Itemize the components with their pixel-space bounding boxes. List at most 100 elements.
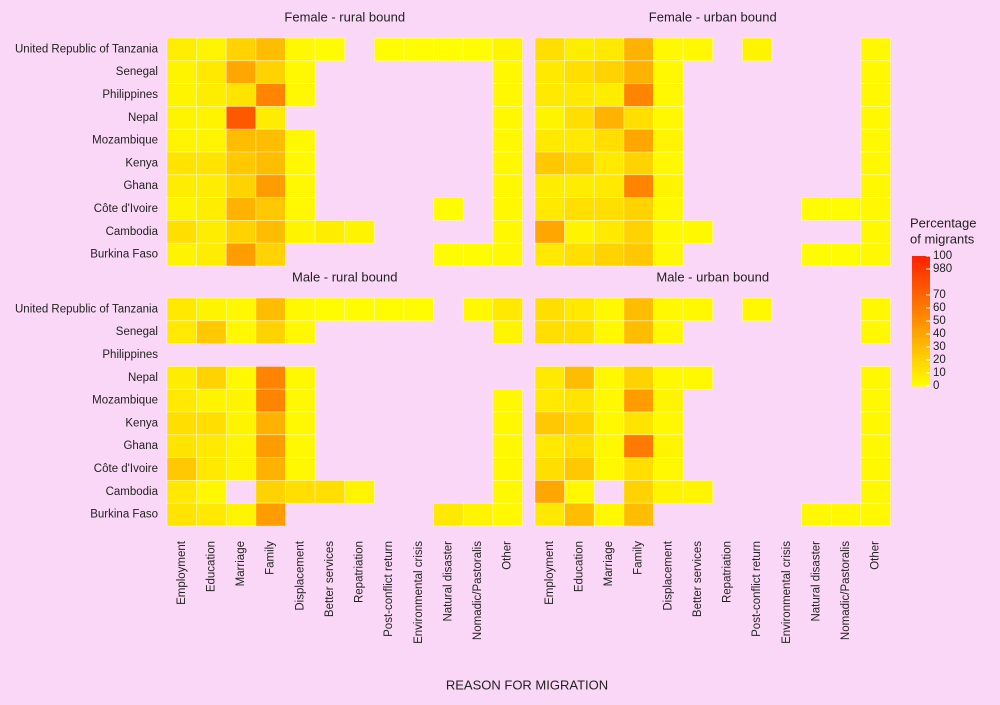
cell: [255, 83, 286, 107]
colorbar-segment: [912, 301, 930, 305]
panel-title: Female - rural bound: [284, 9, 405, 24]
cell: [593, 242, 625, 267]
cell: [285, 151, 316, 176]
cell: [166, 174, 198, 199]
cell: [225, 411, 257, 436]
cell: [860, 457, 891, 481]
x-tick-label: Post-conflict return: [751, 541, 763, 637]
cell: [196, 434, 227, 458]
cell: [860, 434, 891, 458]
cell: [682, 37, 714, 62]
cell: [593, 128, 625, 153]
x-tick-label: Natural disaster: [810, 541, 822, 622]
cell: [653, 151, 684, 176]
y-tick-label: Burkina Faso: [90, 509, 158, 521]
cell: [534, 242, 566, 267]
colorbar-segment: [912, 271, 930, 274]
cell: [196, 320, 227, 344]
cell: [534, 219, 566, 244]
cell: [623, 197, 654, 221]
cell: [196, 60, 227, 84]
cell: [653, 434, 684, 458]
x-tick-label: Better services: [692, 541, 704, 617]
cell: [225, 219, 257, 244]
colorbar-segment: [912, 295, 930, 298]
colorbar-segment: [912, 279, 930, 283]
cell: [285, 320, 316, 344]
cell: [564, 219, 595, 244]
colorbar-tick-label: 100: [933, 250, 952, 262]
colorbar-tick-label: 70: [933, 289, 946, 301]
colorbar-segment: [912, 370, 930, 374]
cell: [285, 60, 316, 84]
cell: [255, 197, 286, 221]
x-tick-label: Nomadic/Pastoralis: [840, 541, 852, 640]
cell: [860, 106, 891, 130]
cell: [196, 37, 227, 62]
colorbar-segment: [912, 364, 930, 367]
x-tick-label: Marriage: [235, 541, 247, 586]
colorbar-tick-label: 0: [933, 380, 939, 392]
cell: [285, 297, 316, 322]
cell: [860, 83, 891, 107]
cell: [860, 128, 891, 153]
cell: [564, 388, 595, 413]
y-tick-label: Mozambique: [92, 395, 158, 407]
colorbar-segment: [912, 305, 930, 309]
cell: [492, 83, 523, 107]
cell: [492, 37, 523, 62]
colorbar-segment: [912, 282, 930, 285]
colorbar-segment: [912, 312, 930, 315]
cell: [860, 320, 891, 344]
cell: [166, 60, 198, 84]
cell: [225, 434, 257, 458]
cell: [196, 479, 227, 504]
cell: [564, 197, 595, 221]
cell: [403, 297, 435, 322]
y-tick-label: Cambodia: [106, 486, 159, 498]
y-tick-label: United Republic of Tanzania: [15, 43, 159, 55]
cell: [166, 37, 198, 62]
cell: [564, 37, 595, 62]
cell: [593, 151, 625, 176]
colorbar-tick-label: 980: [933, 263, 952, 275]
colorbar-segment: [912, 284, 930, 287]
y-tick-label: Côte d'Ivoire: [94, 203, 158, 215]
colorbar-segment: [912, 266, 930, 270]
x-tick-label: Better services: [324, 541, 336, 617]
cell: [653, 242, 684, 267]
x-tick-label: Repatriation: [354, 541, 366, 603]
colorbar-tick-label: 20: [933, 354, 946, 366]
cell: [653, 457, 684, 481]
cell: [534, 502, 566, 527]
y-tick-label: Philippines: [102, 89, 158, 101]
cell: [492, 128, 523, 153]
colorbar-segment: [912, 327, 930, 331]
cell: [492, 479, 523, 504]
cell: [196, 242, 227, 267]
cell: [492, 320, 523, 344]
cell: [255, 479, 286, 504]
x-tick-label: Environmental crisis: [781, 541, 793, 644]
colorbar-segment: [912, 362, 930, 365]
cell: [534, 365, 566, 390]
y-tick-label: Philippines: [102, 349, 158, 361]
cell: [166, 388, 198, 413]
cell: [860, 242, 891, 267]
cell: [593, 83, 625, 107]
cell: [285, 388, 316, 413]
cell: [564, 174, 595, 199]
colorbar-segment: [912, 297, 930, 300]
cell: [593, 411, 625, 436]
cell: [801, 197, 832, 221]
cell: [623, 37, 654, 62]
cell: [196, 297, 227, 322]
cell: [564, 106, 595, 130]
x-tick-label: Natural disaster: [442, 541, 454, 622]
cell: [492, 411, 523, 436]
cell: [534, 174, 566, 199]
cell: [225, 151, 257, 176]
cell: [225, 174, 257, 199]
cell: [255, 174, 286, 199]
cell: [225, 197, 257, 221]
